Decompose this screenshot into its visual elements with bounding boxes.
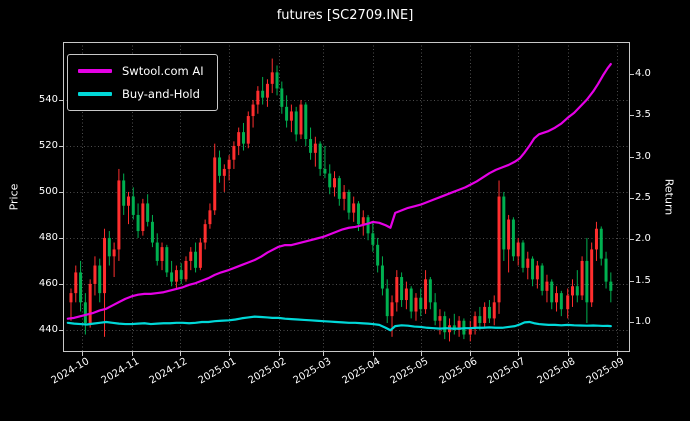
return-tick-label: 1.5 <box>635 274 651 286</box>
price-tick-label: 540 <box>38 93 58 105</box>
ai-line-swatch <box>78 69 112 73</box>
price-tick-label: 480 <box>38 231 58 243</box>
price-tick-label: 440 <box>38 323 58 335</box>
legend-label-bh: Buy-and-Hold <box>122 87 200 101</box>
return-tick-label: 1.0 <box>635 315 651 327</box>
return-tick-label: 2.5 <box>635 191 651 203</box>
legend: Swtool.com AI Buy-and-Hold <box>67 54 218 111</box>
return-tick-label: 2.0 <box>635 233 651 245</box>
price-tick-label: 460 <box>38 277 58 289</box>
price-tick-label: 520 <box>38 139 58 151</box>
return-tick-label: 4.0 <box>635 67 651 79</box>
chart-title: futures [SC2709.INE] <box>276 8 414 23</box>
legend-item-bh: Buy-and-Hold <box>78 87 204 101</box>
legend-item-ai: Swtool.com AI <box>78 64 204 78</box>
price-tick-label: 500 <box>38 185 58 197</box>
return-tick-label: 3.5 <box>635 109 651 121</box>
legend-label-ai: Swtool.com AI <box>122 64 204 78</box>
return-tick-label: 3.0 <box>635 150 651 162</box>
bh-line-swatch <box>78 92 112 96</box>
